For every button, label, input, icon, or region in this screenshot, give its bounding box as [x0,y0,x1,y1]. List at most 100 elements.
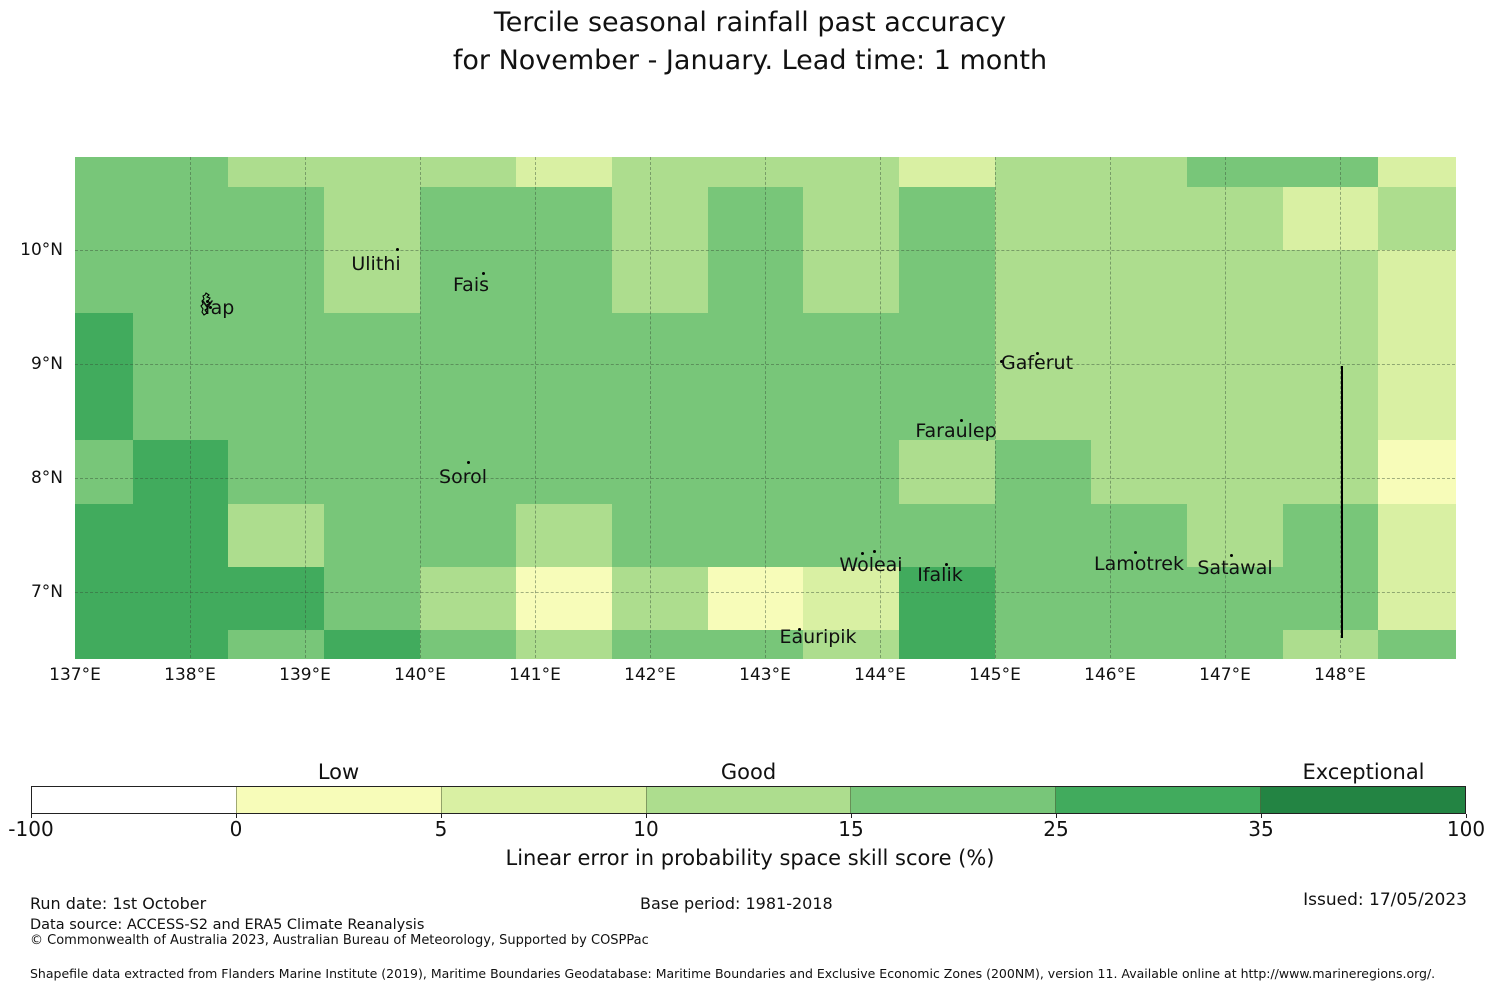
x-tick-label: 137°E [49,665,101,685]
gridline-vertical [420,156,421,659]
map-cell [1186,156,1284,188]
map-cell [707,186,804,251]
island-label: Woleai [839,554,903,576]
map-cell [1186,630,1284,659]
data-source-text: Data source: ACCESS-S2 and ERA5 Climate … [30,917,425,933]
gridline-vertical [305,156,306,659]
map-cell [1282,156,1379,188]
map-cell [1186,250,1284,315]
map-cell [75,250,134,315]
map-cell [420,313,517,378]
chart-title-line1: Tercile seasonal rainfall past accuracy [493,7,1007,38]
map-cell [515,186,613,251]
map-cell [1090,376,1188,441]
map-cell [132,250,229,315]
map-cell [707,156,804,188]
map-cell [132,313,229,378]
map-cell [420,630,517,659]
map-cell [611,630,709,659]
colorbar-segment [440,787,646,813]
island-dot [960,419,963,422]
colorbar-tick-label: 100 [1446,817,1486,841]
x-tick-label: 143°E [739,665,791,685]
map-cell [995,250,1092,315]
colorbar-segment [1055,787,1261,813]
map-cell [707,630,804,659]
map-cell [324,630,421,659]
map-cell [1090,156,1188,188]
map-cell [1282,376,1379,441]
map-cell [611,250,709,315]
map-cell [1378,313,1456,378]
base-period-text: Base period: 1981-2018 [640,894,833,913]
map-cell [420,503,517,568]
colorbar-tick [31,814,32,818]
map-cell [707,566,804,631]
colorbar-tick [646,814,647,818]
shapefile-attribution-text: Shapefile data extracted from Flanders M… [30,966,1436,981]
chart-title-line2: for November - January. Lead time: 1 mon… [452,45,1048,76]
map-cell [420,156,517,188]
map-cell [1282,630,1379,659]
gridline-vertical [190,156,191,659]
colorbar-tick [236,814,237,818]
map-cell [611,186,709,251]
map-cell [515,156,613,188]
run-date-text: Run date: 1st October [30,894,207,913]
colorbar-tick [1056,814,1057,818]
island-label: Lamotrek [1094,553,1184,575]
x-tick-label: 141°E [509,665,561,685]
y-tick-label: 10°N [20,240,63,260]
colorbar [31,786,1466,814]
map-cell [324,503,421,568]
map-cell [324,440,421,505]
map-cell [995,186,1092,251]
map-cell [324,250,421,315]
colorbar-category-label: Exceptional [1302,760,1425,784]
map-cell [1282,186,1379,251]
map-cell [803,186,900,251]
map-cell [75,313,134,378]
map-cell [75,440,134,505]
map-cell [132,186,229,251]
island-dot [873,550,876,553]
gridline-vertical [1110,156,1111,659]
map-cell [324,313,421,378]
colorbar-segment [32,787,236,813]
colorbar-tick [441,814,442,818]
map-cell [899,630,996,659]
map-cell [228,630,325,659]
map-cell [611,313,709,378]
map-cell [1090,250,1188,315]
map-cell [324,376,421,441]
map-cell [1090,630,1188,659]
colorbar-tick-label: -100 [8,817,54,841]
colorbar-tick-label: 10 [633,817,659,841]
island-label: Eauripik [779,626,857,648]
map-cell [228,186,325,251]
map-cell [1378,376,1456,441]
gridline-horizontal [75,250,1455,251]
map-cell [995,503,1092,568]
map-cell [515,313,613,378]
map-cell [1378,250,1456,315]
map-cell [1186,376,1284,441]
island-dot [467,461,470,464]
maritime-boundary-line [1341,366,1344,638]
map-cell [324,186,421,251]
x-tick-label: 140°E [394,665,446,685]
gridline-vertical [650,156,651,659]
map-cell [803,250,900,315]
map-cell [1282,566,1379,631]
map-cell [1090,440,1188,505]
colorbar-tick [1261,814,1262,818]
x-tick-label: 142°E [624,665,676,685]
map-cell [899,503,996,568]
map-cell [515,503,613,568]
map-cell [228,440,325,505]
map-cell [420,376,517,441]
map-cell [899,376,996,441]
map-cell [228,566,325,631]
colorbar-tick-label: 15 [838,817,864,841]
map-cell [1186,566,1284,631]
